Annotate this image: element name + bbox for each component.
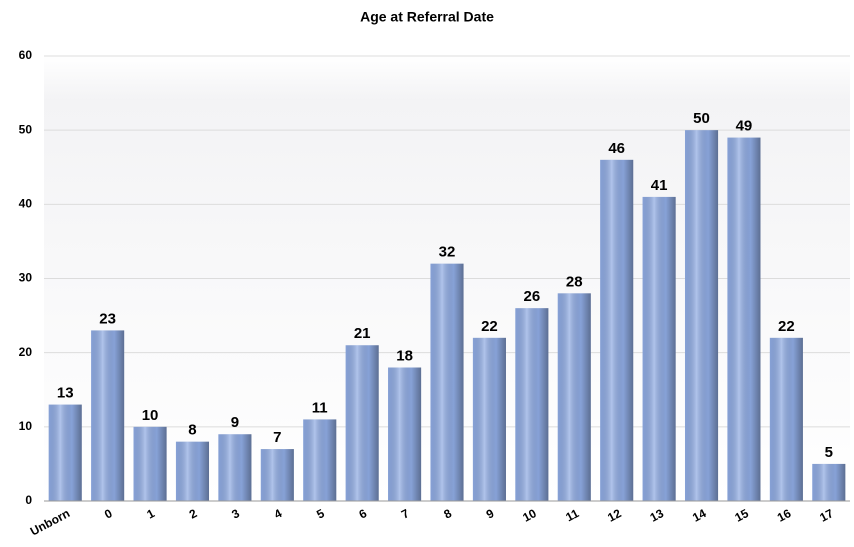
- x-tick-label: 6: [357, 506, 370, 522]
- x-tick-label: 16: [775, 506, 794, 525]
- chart-title: Age at Referral Date: [360, 9, 494, 25]
- value-label: 22: [778, 318, 795, 335]
- bar-shade: [303, 419, 337, 501]
- bar-shade: [48, 404, 82, 501]
- bar-shade: [91, 330, 125, 501]
- value-label: 32: [439, 244, 456, 261]
- value-label: 28: [566, 273, 583, 290]
- bar-shade: [557, 293, 591, 501]
- bar-shade: [642, 196, 676, 501]
- value-label: 50: [693, 110, 710, 127]
- bar-shade: [260, 449, 294, 501]
- y-tick-label: 0: [25, 493, 32, 507]
- bar-shade: [515, 308, 549, 501]
- x-tick-label: 1: [144, 506, 157, 522]
- bar-shade: [812, 463, 846, 501]
- y-tick-label: 40: [19, 197, 33, 211]
- bar-shade: [175, 441, 210, 501]
- value-label: 8: [188, 422, 196, 439]
- bar-shade: [218, 434, 252, 501]
- bar-shade: [600, 159, 634, 502]
- x-tick-label: Unborn: [28, 506, 72, 538]
- value-label: 18: [396, 347, 413, 364]
- bar-shade: [133, 426, 167, 501]
- value-label: 22: [481, 318, 498, 335]
- x-tick-label: 0: [102, 506, 115, 522]
- value-label: 21: [354, 325, 371, 342]
- bar-shade: [430, 263, 464, 501]
- bar-shade: [727, 137, 761, 502]
- value-label: 13: [57, 385, 74, 402]
- y-tick-label: 60: [19, 48, 33, 62]
- bar-shade: [472, 337, 506, 501]
- x-tick-label: 12: [605, 506, 624, 525]
- bar-shade: [769, 337, 803, 501]
- x-tick-label: 2: [187, 506, 200, 522]
- value-label: 5: [825, 444, 833, 461]
- x-tick-label: 9: [484, 506, 497, 522]
- value-label: 26: [523, 288, 540, 305]
- value-label: 7: [273, 429, 281, 446]
- x-tick-label: 13: [648, 506, 667, 525]
- y-tick-label: 30: [19, 271, 33, 285]
- value-label: 10: [142, 407, 159, 424]
- bar-shade: [345, 345, 379, 501]
- value-label: 49: [736, 118, 753, 135]
- bar-shade: [388, 367, 422, 501]
- bar-shade: [684, 130, 719, 501]
- x-tick-label: 3: [229, 506, 242, 522]
- x-tick-label: 14: [690, 506, 709, 525]
- x-tick-label: 4: [272, 506, 285, 522]
- x-tick-label: 10: [520, 506, 539, 525]
- x-tick-label: 11: [563, 506, 581, 524]
- x-tick-label: 17: [817, 506, 836, 525]
- x-tick-label: 5: [314, 506, 327, 522]
- value-label: 9: [231, 414, 239, 431]
- value-label: 11: [312, 399, 328, 416]
- x-tick-label: 15: [732, 506, 751, 525]
- x-tick-label: 8: [441, 506, 454, 522]
- x-tick-label: 7: [399, 506, 412, 522]
- y-tick-label: 20: [19, 345, 33, 359]
- value-label: 23: [99, 310, 116, 327]
- y-tick-label: 50: [19, 122, 33, 136]
- value-label: 46: [608, 140, 625, 157]
- value-label: 41: [651, 177, 668, 194]
- y-tick-label: 10: [19, 419, 33, 433]
